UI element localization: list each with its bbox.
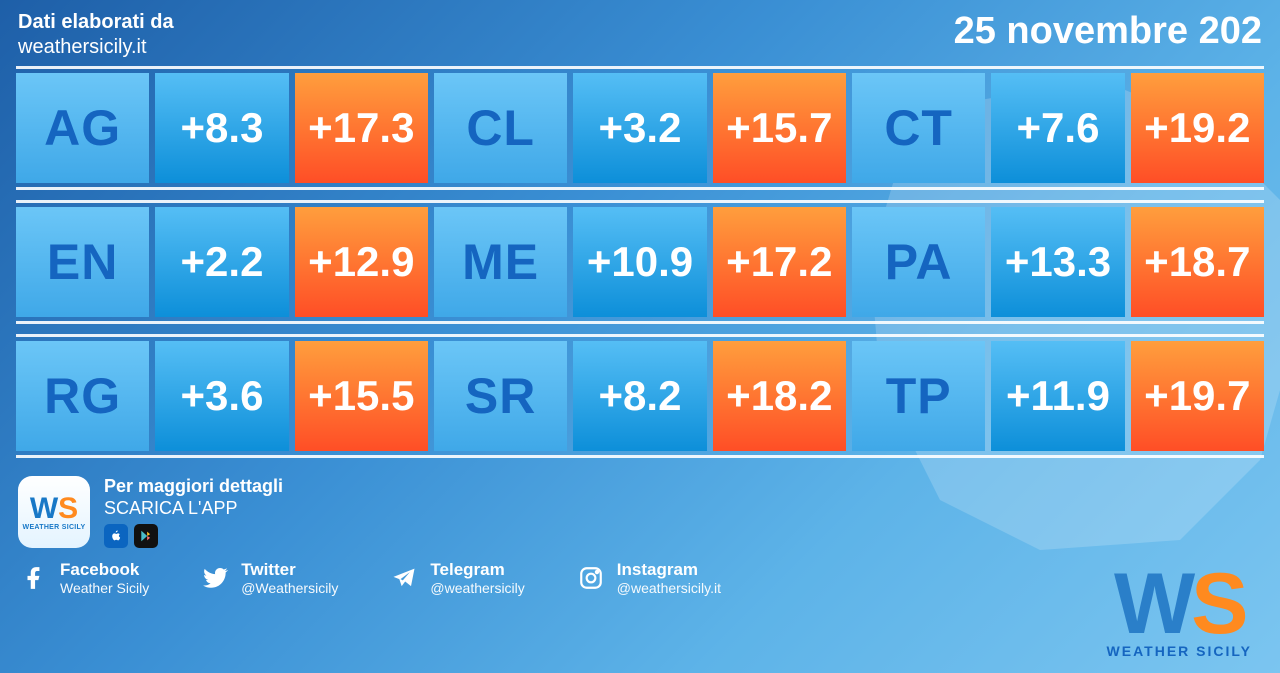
playstore-icon — [134, 524, 158, 548]
province-code: PA — [852, 207, 985, 317]
province-group: SR +8.2 +18.2 — [434, 341, 846, 451]
temp-low: +7.6 — [991, 73, 1124, 183]
temp-high: +19.2 — [1131, 73, 1264, 183]
province-group: CL +3.2 +15.7 — [434, 73, 846, 183]
social-name: Telegram — [430, 560, 524, 580]
social-telegram: Telegram @weathersicily — [388, 560, 524, 596]
app-icon-ws: WS — [30, 494, 78, 524]
temp-low: +8.3 — [155, 73, 288, 183]
facebook-icon — [18, 562, 50, 594]
province-group: ME +10.9 +17.2 — [434, 207, 846, 317]
social-bar: Facebook Weather Sicily Twitter @Weather… — [0, 552, 1280, 610]
temp-low: +11.9 — [991, 341, 1124, 451]
temp-high: +17.2 — [713, 207, 846, 317]
province-code: AG — [16, 73, 149, 183]
province-code: CT — [852, 73, 985, 183]
temp-high: +15.5 — [295, 341, 428, 451]
province-code: EN — [16, 207, 149, 317]
promo-line1: Per maggiori dettagli — [104, 476, 283, 498]
temp-high: +12.9 — [295, 207, 428, 317]
social-name: Twitter — [241, 560, 338, 580]
store-badges — [104, 524, 283, 548]
temp-high: +18.2 — [713, 341, 846, 451]
province-code: TP — [852, 341, 985, 451]
temp-low: +8.2 — [573, 341, 706, 451]
temp-low: +3.6 — [155, 341, 288, 451]
brand-logo: WS WEATHER SICILY — [1107, 568, 1252, 659]
telegram-icon — [388, 562, 420, 594]
social-handle: @weathersicily.it — [617, 580, 721, 596]
source-site: weathersicily.it — [18, 35, 174, 60]
temp-high: +19.7 — [1131, 341, 1264, 451]
app-promo-text: Per maggiori dettagli SCARICA L'APP — [104, 476, 283, 547]
promo-line2: SCARICA L'APP — [104, 498, 283, 520]
temp-low: +2.2 — [155, 207, 288, 317]
temp-high: +17.3 — [295, 73, 428, 183]
temp-high: +18.7 — [1131, 207, 1264, 317]
table-row: EN +2.2 +12.9 ME +10.9 +17.2 PA +13.3 +1… — [16, 200, 1264, 324]
temp-high: +15.7 — [713, 73, 846, 183]
social-name: Instagram — [617, 560, 721, 580]
brand-logo-sub: WEATHER SICILY — [1107, 643, 1252, 659]
appstore-icon — [104, 524, 128, 548]
province-group: CT +7.6 +19.2 — [852, 73, 1264, 183]
province-code: SR — [434, 341, 567, 451]
social-twitter: Twitter @Weathersicily — [199, 560, 338, 596]
temp-low: +13.3 — [991, 207, 1124, 317]
social-facebook: Facebook Weather Sicily — [18, 560, 149, 596]
social-handle: @Weathersicily — [241, 580, 338, 596]
temp-low: +10.9 — [573, 207, 706, 317]
social-name: Facebook — [60, 560, 149, 580]
province-group: TP +11.9 +19.7 — [852, 341, 1264, 451]
table-row: AG +8.3 +17.3 CL +3.2 +15.7 CT +7.6 +19.… — [16, 66, 1264, 190]
social-handle: @weathersicily — [430, 580, 524, 596]
province-group: EN +2.2 +12.9 — [16, 207, 428, 317]
app-icon-sub: WEATHER SICILY — [23, 524, 86, 531]
twitter-icon — [199, 562, 231, 594]
province-group: AG +8.3 +17.3 — [16, 73, 428, 183]
temp-low: +3.2 — [573, 73, 706, 183]
source-credit: Dati elaborati da weathersicily.it — [18, 10, 174, 60]
table-row: RG +3.6 +15.5 SR +8.2 +18.2 TP +11.9 +19… — [16, 334, 1264, 458]
social-instagram: Instagram @weathersicily.it — [575, 560, 721, 596]
province-group: PA +13.3 +18.7 — [852, 207, 1264, 317]
temperature-table: AG +8.3 +17.3 CL +3.2 +15.7 CT +7.6 +19.… — [0, 66, 1280, 458]
app-icon: WS WEATHER SICILY — [18, 476, 90, 548]
province-code: CL — [434, 73, 567, 183]
province-code: ME — [434, 207, 567, 317]
province-code: RG — [16, 341, 149, 451]
brand-logo-ws: WS — [1107, 568, 1252, 641]
source-prefix: Dati elaborati da — [18, 10, 174, 35]
province-group: RG +3.6 +15.5 — [16, 341, 428, 451]
social-handle: Weather Sicily — [60, 580, 149, 596]
instagram-icon — [575, 562, 607, 594]
